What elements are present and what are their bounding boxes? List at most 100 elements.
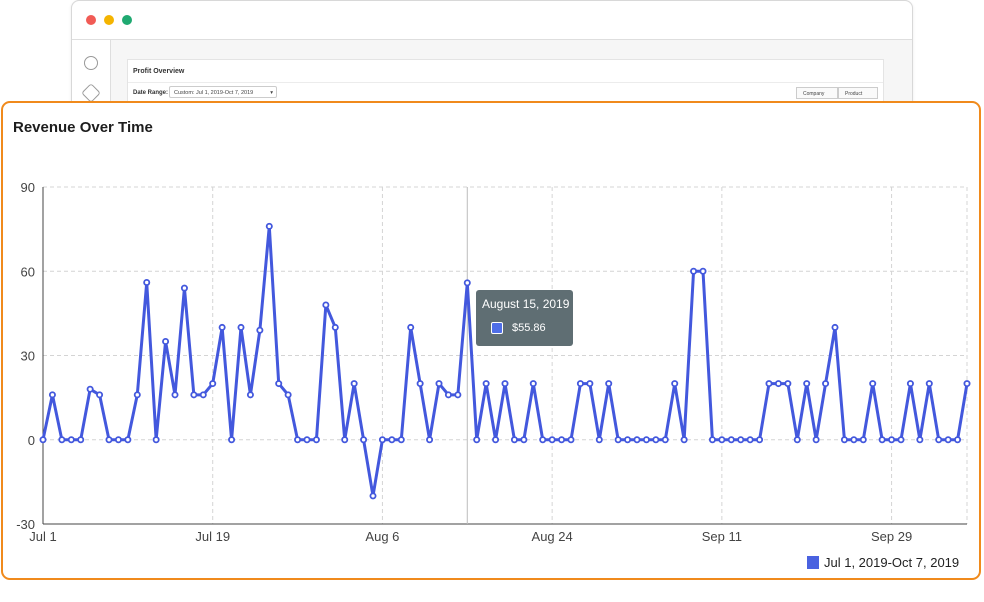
tooltip-value: $55.86 bbox=[512, 322, 546, 334]
data-point bbox=[284, 391, 292, 399]
divider bbox=[128, 82, 883, 83]
data-point bbox=[529, 380, 537, 388]
search-icon[interactable] bbox=[84, 56, 98, 70]
data-point bbox=[690, 267, 698, 275]
data-point bbox=[888, 436, 896, 444]
data-point bbox=[954, 436, 962, 444]
data-point bbox=[812, 436, 820, 444]
y-tick-label: 60 bbox=[21, 264, 35, 279]
data-point bbox=[756, 436, 764, 444]
data-point bbox=[294, 436, 302, 444]
data-point bbox=[595, 436, 603, 444]
data-point bbox=[199, 391, 207, 399]
data-point bbox=[378, 436, 386, 444]
data-point bbox=[520, 436, 528, 444]
data-point bbox=[925, 380, 933, 388]
y-tick-label: 30 bbox=[21, 349, 35, 364]
data-point bbox=[935, 436, 943, 444]
y-tick-label: -30 bbox=[16, 517, 35, 532]
x-tick-label: Sep 29 bbox=[871, 529, 912, 544]
tooltip-series-swatch bbox=[491, 322, 503, 334]
x-tick-label: Aug 6 bbox=[365, 529, 399, 544]
data-point bbox=[727, 436, 735, 444]
data-point bbox=[869, 380, 877, 388]
data-point bbox=[680, 436, 688, 444]
data-point bbox=[114, 436, 122, 444]
data-point bbox=[831, 323, 839, 331]
data-point bbox=[331, 323, 339, 331]
segment-product-button[interactable]: Product bbox=[838, 87, 878, 99]
data-point bbox=[303, 436, 311, 444]
chevron-down-icon: ▾ bbox=[270, 90, 273, 96]
data-point bbox=[906, 380, 914, 388]
data-point bbox=[699, 267, 707, 275]
data-point bbox=[39, 436, 47, 444]
tooltip-date: August 15, 2019 bbox=[482, 297, 570, 311]
data-point bbox=[350, 380, 358, 388]
series-line bbox=[41, 224, 969, 498]
x-tick-label: Jul 19 bbox=[195, 529, 230, 544]
data-point bbox=[454, 391, 462, 399]
data-point bbox=[708, 436, 716, 444]
data-point bbox=[397, 436, 405, 444]
data-point bbox=[642, 436, 650, 444]
data-point bbox=[661, 436, 669, 444]
data-point bbox=[492, 436, 500, 444]
data-point bbox=[803, 380, 811, 388]
date-range-label: Date Range: bbox=[133, 90, 169, 96]
data-point bbox=[96, 391, 104, 399]
data-point bbox=[548, 436, 556, 444]
data-point bbox=[369, 492, 377, 500]
data-point bbox=[180, 284, 188, 292]
data-point bbox=[105, 436, 113, 444]
data-point bbox=[444, 391, 452, 399]
data-point bbox=[218, 323, 226, 331]
data-point bbox=[360, 436, 368, 444]
data-point bbox=[86, 385, 94, 393]
window-titlebar bbox=[72, 1, 912, 40]
app-sidebar bbox=[72, 40, 111, 105]
data-point bbox=[209, 380, 217, 388]
data-point bbox=[633, 436, 641, 444]
data-point bbox=[737, 436, 745, 444]
data-point bbox=[265, 222, 273, 230]
data-point bbox=[793, 436, 801, 444]
data-point bbox=[190, 391, 198, 399]
x-tick-label: Sep 11 bbox=[702, 529, 742, 544]
legend-label: Jul 1, 2019-Oct 7, 2019 bbox=[824, 555, 960, 570]
maximize-window-button[interactable] bbox=[122, 15, 132, 25]
data-point bbox=[124, 436, 132, 444]
data-point bbox=[652, 436, 660, 444]
data-point bbox=[510, 436, 518, 444]
data-point bbox=[388, 436, 396, 444]
data-point bbox=[228, 436, 236, 444]
data-point bbox=[614, 436, 622, 444]
data-point bbox=[897, 436, 905, 444]
data-point bbox=[944, 436, 952, 444]
data-point bbox=[482, 380, 490, 388]
data-point bbox=[133, 391, 141, 399]
data-point bbox=[426, 436, 434, 444]
data-point bbox=[916, 436, 924, 444]
data-point bbox=[473, 436, 481, 444]
data-point bbox=[859, 436, 867, 444]
data-point bbox=[67, 436, 75, 444]
data-point bbox=[407, 323, 415, 331]
data-point bbox=[822, 380, 830, 388]
data-point bbox=[765, 380, 773, 388]
data-point bbox=[152, 436, 160, 444]
data-point bbox=[586, 380, 594, 388]
data-point bbox=[463, 279, 471, 287]
data-point bbox=[567, 436, 575, 444]
y-tick-label: 90 bbox=[21, 180, 35, 195]
segment-company-button[interactable]: Company bbox=[796, 87, 838, 99]
panel-title: Profit Overview bbox=[133, 68, 185, 75]
data-point bbox=[312, 436, 320, 444]
y-tick-label: 0 bbox=[28, 433, 35, 448]
minimize-window-button[interactable] bbox=[104, 15, 114, 25]
close-window-button[interactable] bbox=[86, 15, 96, 25]
data-point bbox=[256, 326, 264, 334]
data-point bbox=[501, 380, 509, 388]
date-range-select[interactable]: Custom: Jul 1, 2019-Oct 7, 2019 ▾ bbox=[169, 86, 277, 98]
